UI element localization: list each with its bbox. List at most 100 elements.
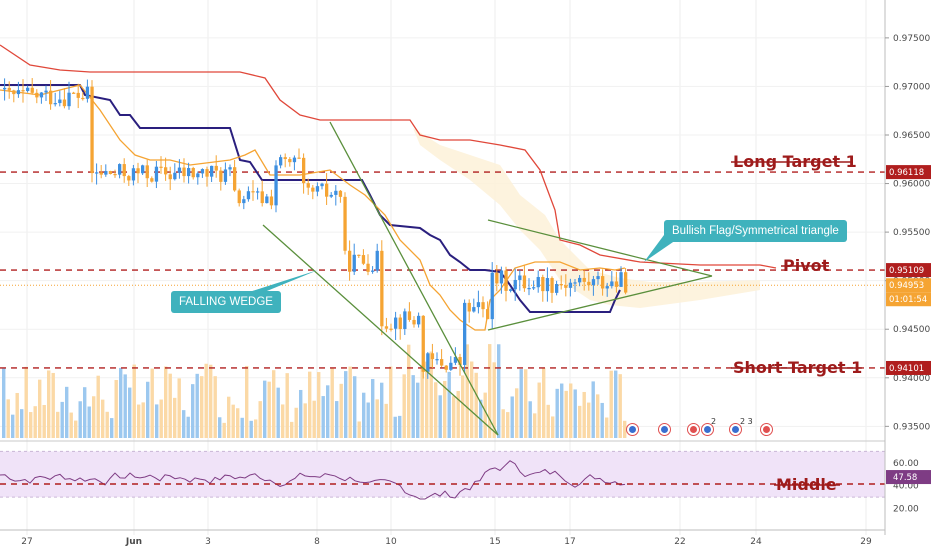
event-alert-icon[interactable] bbox=[687, 423, 700, 436]
volume-bar bbox=[87, 406, 91, 438]
volume-bar bbox=[546, 404, 550, 438]
candle-body bbox=[90, 86, 94, 174]
rsi-tick-label: 40.00 bbox=[893, 482, 919, 492]
candle-body bbox=[136, 168, 140, 174]
x-tick-label: 17 bbox=[564, 537, 575, 547]
candle-body bbox=[35, 92, 39, 98]
candle-body bbox=[375, 250, 379, 271]
volume-bar bbox=[177, 378, 181, 438]
volume-bar bbox=[69, 412, 73, 438]
candle-body bbox=[219, 170, 223, 182]
volume-bar bbox=[389, 366, 393, 438]
volume-bar bbox=[420, 366, 424, 438]
candle-body bbox=[210, 165, 214, 177]
candle-body bbox=[527, 287, 531, 290]
triangle-note: Bullish Flag/Symmetrical triangle bbox=[664, 220, 847, 242]
candle-body bbox=[122, 164, 126, 177]
candle-body bbox=[357, 254, 361, 256]
candle-body bbox=[513, 279, 517, 290]
candle-body bbox=[472, 307, 476, 312]
volume-bar bbox=[362, 392, 366, 438]
volume-bar bbox=[209, 364, 213, 438]
falling-wedge-pointer bbox=[246, 270, 318, 293]
candle-body bbox=[320, 183, 324, 187]
event-flag-icon[interactable] bbox=[658, 423, 671, 436]
volume-bar bbox=[101, 399, 105, 438]
volume-bar bbox=[272, 370, 276, 438]
y-tick-label: 0.95500 bbox=[893, 228, 930, 238]
candle-body bbox=[545, 278, 550, 292]
candle-body bbox=[200, 169, 205, 174]
candle-body bbox=[191, 168, 195, 178]
volume-bar bbox=[402, 374, 406, 438]
volume-bar bbox=[623, 420, 627, 438]
volume-bar bbox=[245, 365, 249, 438]
volume-bar bbox=[551, 416, 555, 438]
triangle-lower-line bbox=[487, 275, 713, 331]
candle-body bbox=[591, 279, 596, 286]
candle-body bbox=[366, 263, 370, 272]
badge-rsi-text: 47.58 bbox=[893, 473, 917, 483]
x-tick-label: 22 bbox=[674, 537, 685, 547]
x-tick-label: 8 bbox=[314, 537, 320, 547]
candle-body bbox=[338, 190, 343, 197]
x-tick-label: 10 bbox=[385, 537, 397, 547]
candle-body bbox=[476, 302, 481, 308]
volume-bar bbox=[258, 401, 262, 438]
volume-bar bbox=[78, 401, 82, 438]
volume-bar bbox=[168, 373, 172, 438]
candle-body bbox=[343, 196, 347, 251]
wedge-upper-line bbox=[329, 121, 499, 436]
candle-body bbox=[274, 165, 278, 206]
candle-body bbox=[348, 250, 352, 272]
candle-body bbox=[95, 172, 99, 174]
candle-body bbox=[325, 183, 329, 197]
volume-bar bbox=[524, 369, 528, 438]
candle-body bbox=[614, 281, 619, 287]
volume-bar bbox=[11, 414, 15, 438]
candle-body bbox=[518, 275, 522, 280]
event-alert-icon[interactable] bbox=[760, 423, 773, 436]
event-flag-icon[interactable] bbox=[701, 423, 714, 436]
x-tick-label: 29 bbox=[860, 537, 872, 547]
volume-bar bbox=[425, 361, 429, 438]
candle-body bbox=[196, 173, 200, 178]
candle-body bbox=[536, 276, 540, 288]
event-flag-icon[interactable] bbox=[626, 423, 639, 436]
candle-body bbox=[559, 284, 563, 286]
cloud-boundary-line bbox=[0, 44, 777, 269]
rsi-tick-label: 60.00 bbox=[893, 459, 919, 469]
volume-bar bbox=[461, 375, 465, 438]
candle-body bbox=[150, 178, 154, 182]
y-tick-label: 0.96000 bbox=[893, 180, 930, 190]
candle-body bbox=[352, 254, 356, 272]
volume-bar bbox=[290, 421, 294, 438]
volume-bar bbox=[150, 368, 154, 438]
wedge-lower-line bbox=[262, 224, 499, 436]
volume-bar bbox=[303, 403, 307, 438]
volume-bar bbox=[173, 397, 177, 438]
candle-body bbox=[509, 289, 513, 291]
candle-body bbox=[81, 97, 85, 100]
volume-bar bbox=[411, 375, 415, 438]
volume-bar bbox=[330, 367, 334, 438]
badge-countdown-text: 01:01:54 bbox=[889, 295, 927, 305]
volume-bar bbox=[276, 387, 280, 438]
volume-bar bbox=[438, 395, 442, 438]
volume-bar bbox=[501, 409, 505, 438]
event-flag-icon[interactable] bbox=[729, 423, 742, 436]
candle-body bbox=[522, 275, 527, 289]
candle-body bbox=[361, 255, 366, 264]
candle-body bbox=[72, 92, 76, 94]
candle-body bbox=[532, 287, 536, 289]
volume-bar bbox=[393, 416, 397, 438]
volume-bar bbox=[506, 412, 510, 438]
candle-body bbox=[16, 90, 21, 95]
volume-bar bbox=[353, 376, 357, 438]
candle-body bbox=[288, 159, 292, 163]
candle-body bbox=[26, 87, 30, 91]
candle-body bbox=[605, 286, 609, 289]
candle-body bbox=[587, 281, 591, 286]
candle-body bbox=[564, 285, 568, 288]
